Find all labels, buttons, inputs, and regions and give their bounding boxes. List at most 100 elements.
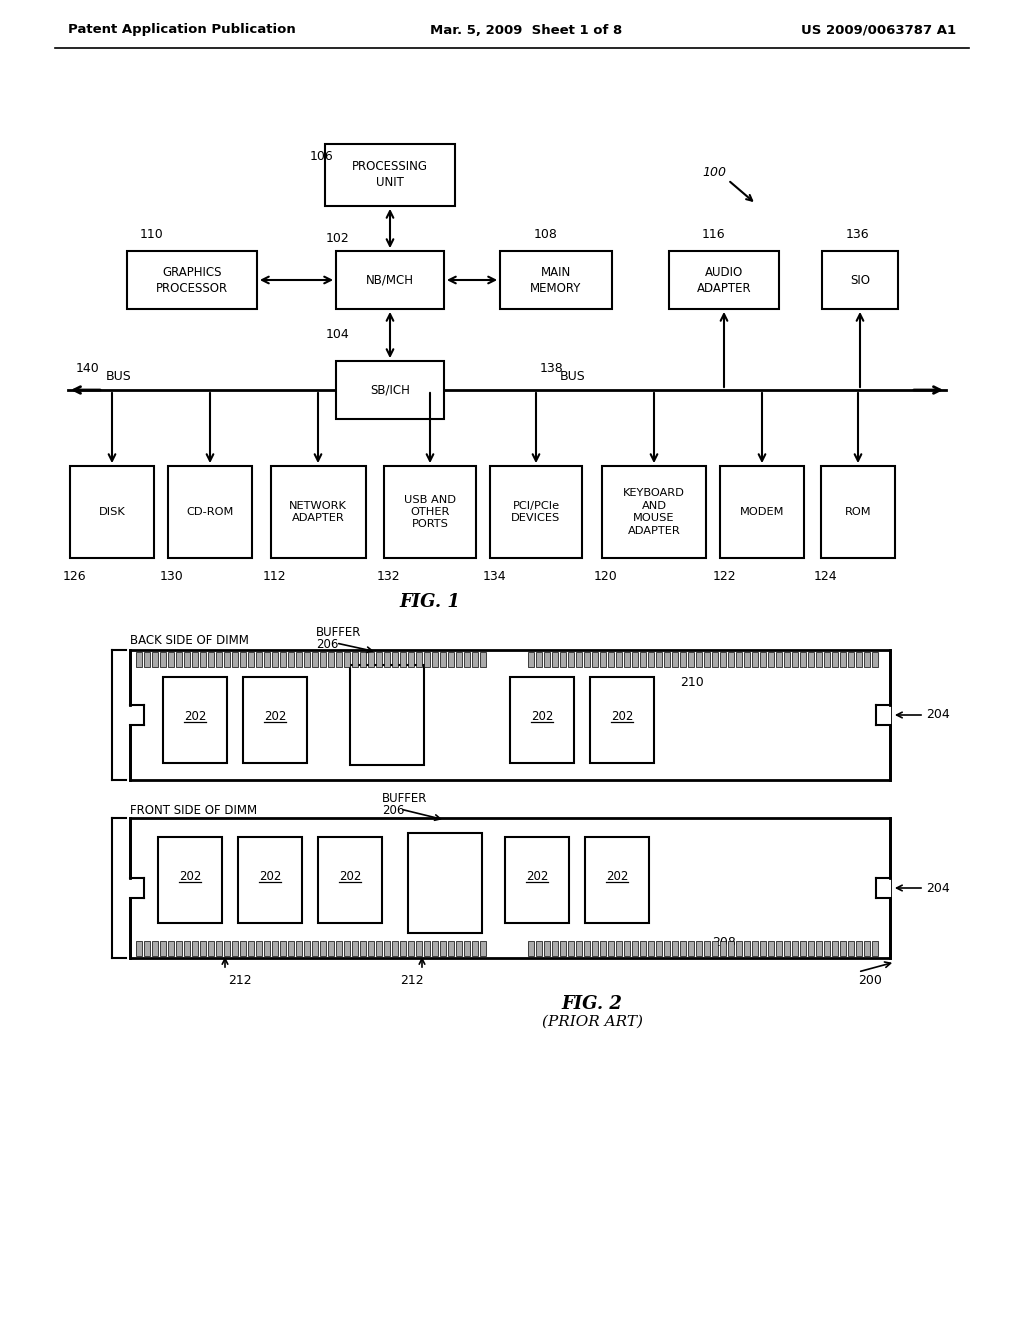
Bar — [744, 652, 750, 667]
Bar — [248, 941, 254, 956]
Bar — [216, 652, 222, 667]
Bar — [840, 941, 846, 956]
Bar — [368, 941, 374, 956]
Bar — [288, 941, 294, 956]
Bar — [800, 652, 806, 667]
Bar — [304, 652, 310, 667]
Text: FIG. 1: FIG. 1 — [399, 593, 461, 611]
Bar — [784, 652, 790, 667]
Bar — [360, 652, 366, 667]
Bar — [856, 941, 862, 956]
Bar — [256, 941, 262, 956]
Bar — [752, 941, 758, 956]
Bar — [416, 652, 422, 667]
Text: 200: 200 — [858, 974, 882, 986]
Bar — [208, 652, 214, 667]
Bar — [848, 941, 854, 956]
Bar — [456, 652, 462, 667]
Text: NETWORK
ADAPTER: NETWORK ADAPTER — [289, 500, 347, 523]
Text: USB AND
OTHER
PORTS: USB AND OTHER PORTS — [404, 495, 456, 529]
Bar — [680, 652, 686, 667]
Bar — [200, 941, 206, 956]
Text: 116: 116 — [702, 228, 726, 242]
Bar — [168, 466, 252, 558]
Bar — [864, 941, 870, 956]
Bar — [270, 466, 366, 558]
Bar — [240, 652, 246, 667]
Bar — [408, 833, 482, 933]
Bar — [696, 941, 702, 956]
Bar — [163, 677, 227, 763]
Text: 202: 202 — [530, 710, 553, 722]
Text: BUFFER: BUFFER — [382, 792, 427, 804]
Text: 126: 126 — [62, 569, 86, 582]
Bar — [536, 652, 542, 667]
Bar — [600, 652, 606, 667]
Text: DISK: DISK — [98, 507, 125, 517]
Bar — [874, 705, 891, 725]
Bar — [656, 652, 662, 667]
Bar — [456, 941, 462, 956]
Bar — [248, 652, 254, 667]
Bar — [874, 878, 891, 898]
Text: 140: 140 — [76, 362, 99, 375]
Bar — [821, 466, 895, 558]
Bar — [602, 466, 706, 558]
Bar — [336, 652, 342, 667]
Bar — [624, 652, 630, 667]
Text: SB/ICH: SB/ICH — [370, 384, 410, 396]
Bar — [592, 941, 598, 956]
Bar — [384, 466, 476, 558]
Bar — [440, 941, 446, 956]
Text: 136: 136 — [846, 228, 869, 242]
Bar — [720, 466, 804, 558]
Text: PCI/PCIe
DEVICES: PCI/PCIe DEVICES — [511, 500, 560, 523]
Bar — [240, 941, 246, 956]
Bar — [640, 941, 646, 956]
Bar — [336, 360, 444, 418]
Bar — [824, 941, 830, 956]
Text: Patent Application Publication: Patent Application Publication — [68, 24, 296, 37]
Bar — [552, 941, 558, 956]
Bar — [712, 941, 718, 956]
Bar — [800, 941, 806, 956]
Bar — [760, 941, 766, 956]
Text: 138: 138 — [540, 362, 564, 375]
Bar — [440, 652, 446, 667]
Bar — [472, 652, 478, 667]
Bar — [232, 941, 238, 956]
Bar — [480, 652, 486, 667]
Bar — [328, 652, 334, 667]
Bar — [816, 941, 822, 956]
Text: 206: 206 — [316, 639, 338, 652]
Bar — [536, 941, 542, 956]
Bar — [776, 941, 782, 956]
Bar — [280, 652, 286, 667]
Text: 112: 112 — [263, 569, 287, 582]
Bar — [264, 652, 270, 667]
Bar — [648, 941, 654, 956]
Text: CD-ROM: CD-ROM — [186, 507, 233, 517]
Bar — [672, 941, 678, 956]
Text: 132: 132 — [376, 569, 399, 582]
Bar — [752, 652, 758, 667]
Bar — [560, 652, 566, 667]
Bar — [736, 941, 742, 956]
Text: 202: 202 — [264, 710, 286, 722]
Bar — [288, 652, 294, 667]
Bar — [176, 941, 182, 956]
Bar — [505, 837, 569, 923]
Text: 130: 130 — [160, 569, 184, 582]
Bar — [272, 941, 278, 956]
Bar — [632, 652, 638, 667]
Text: BUFFER: BUFFER — [316, 626, 361, 639]
Bar — [664, 652, 670, 667]
Bar — [784, 941, 790, 956]
Bar — [669, 251, 779, 309]
Bar — [319, 941, 326, 956]
Bar — [70, 466, 154, 558]
Text: MODEM: MODEM — [739, 507, 784, 517]
Bar — [184, 941, 190, 956]
Text: 100: 100 — [702, 165, 726, 178]
Text: 202: 202 — [184, 710, 206, 722]
